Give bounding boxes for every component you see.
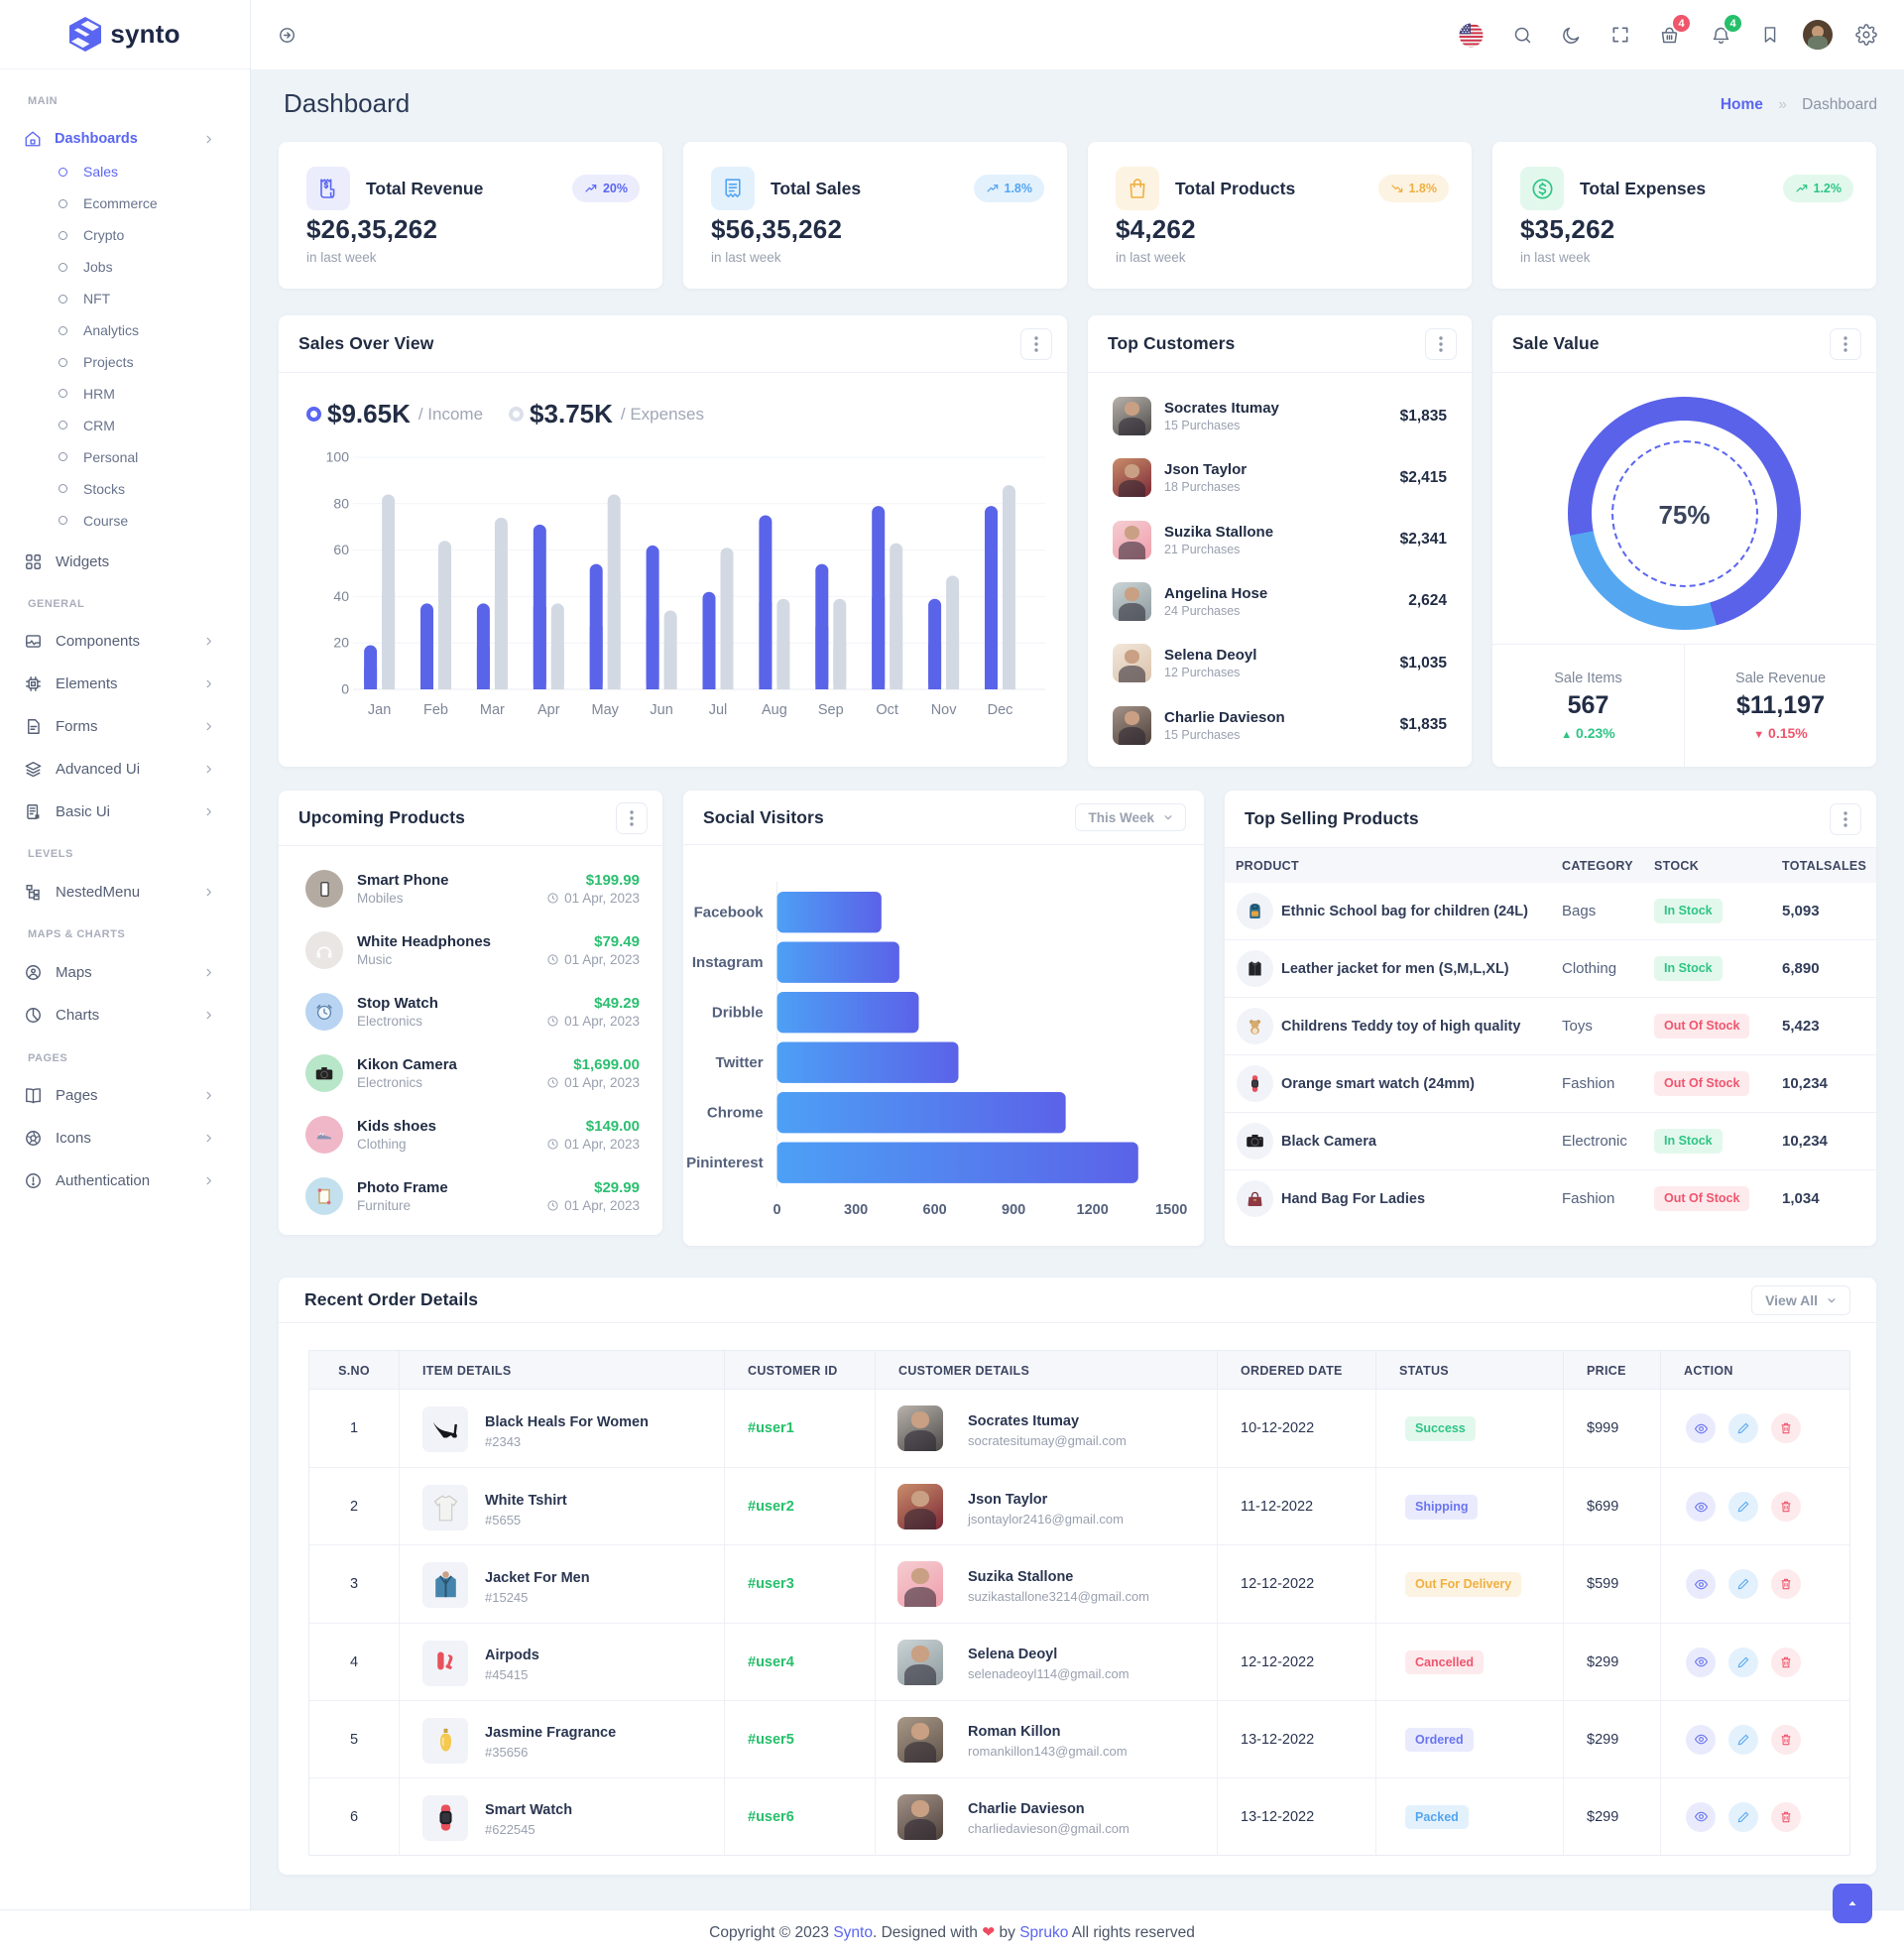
svg-text:Jun: Jun	[650, 702, 672, 718]
svg-text:Facebook: Facebook	[694, 905, 765, 921]
svg-text:1200: 1200	[1077, 1202, 1109, 1218]
svg-text:40: 40	[333, 588, 349, 604]
svg-text:1500: 1500	[1155, 1202, 1187, 1218]
svg-text:Chrome: Chrome	[707, 1105, 764, 1122]
svg-text:Dec: Dec	[988, 702, 1013, 718]
svg-text:900: 900	[1002, 1202, 1025, 1218]
svg-text:Twitter: Twitter	[716, 1054, 764, 1071]
svg-text:Jan: Jan	[368, 702, 391, 718]
svg-text:Oct: Oct	[876, 702, 898, 718]
svg-text:Instagram: Instagram	[692, 954, 764, 971]
svg-text:60: 60	[333, 542, 349, 557]
svg-text:Aug: Aug	[762, 702, 787, 718]
svg-text:Pininterest: Pininterest	[686, 1155, 764, 1171]
svg-text:Mar: Mar	[480, 702, 505, 718]
svg-text:600: 600	[923, 1202, 947, 1218]
svg-text:80: 80	[333, 495, 349, 511]
svg-text:Jul: Jul	[709, 702, 728, 718]
svg-text:May: May	[591, 702, 619, 718]
svg-text:100: 100	[326, 449, 350, 465]
svg-text:20: 20	[333, 635, 349, 651]
svg-text:Feb: Feb	[423, 702, 448, 718]
svg-text:300: 300	[844, 1202, 868, 1218]
svg-text:0: 0	[774, 1202, 781, 1218]
svg-text:Apr: Apr	[537, 702, 560, 718]
svg-text:Dribble: Dribble	[712, 1005, 764, 1022]
svg-text:Nov: Nov	[931, 702, 958, 718]
svg-text:0: 0	[341, 681, 349, 697]
svg-text:Sep: Sep	[818, 702, 844, 718]
